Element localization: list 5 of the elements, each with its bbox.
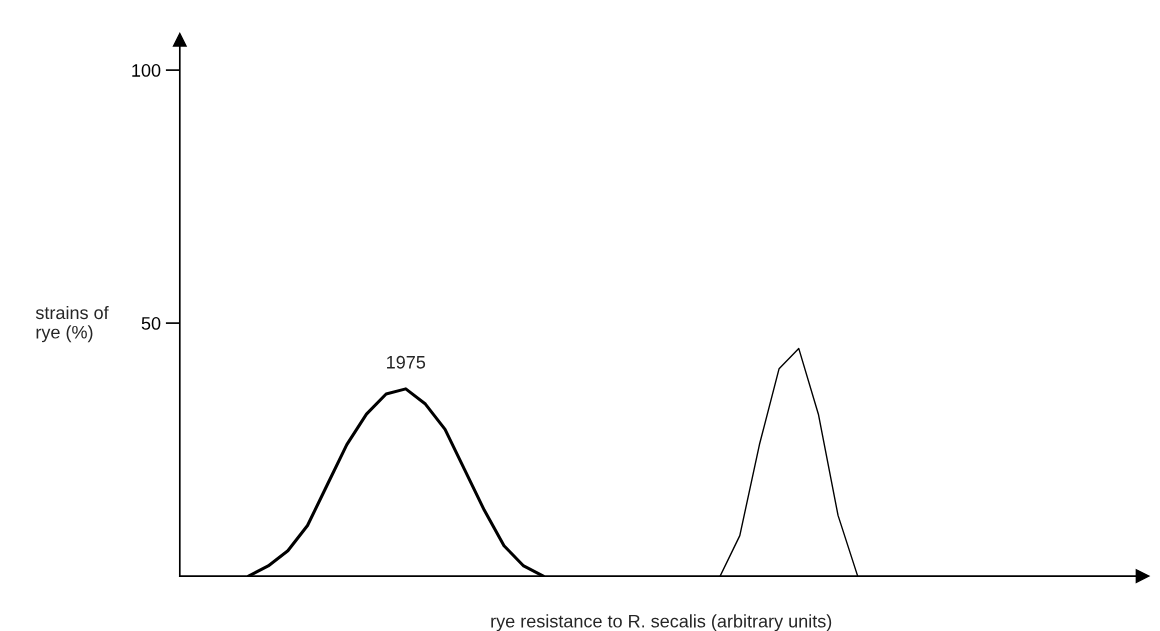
x-axis-title: rye resistance to R. secalis (arbitrary units)	[491, 614, 832, 631]
series-label: 1975	[387, 355, 426, 369]
y-axis-title: strains of rye (%)	[35, 305, 109, 343]
y-tick-label: 50	[141, 317, 161, 330]
y-tick-label: 100	[132, 64, 161, 77]
